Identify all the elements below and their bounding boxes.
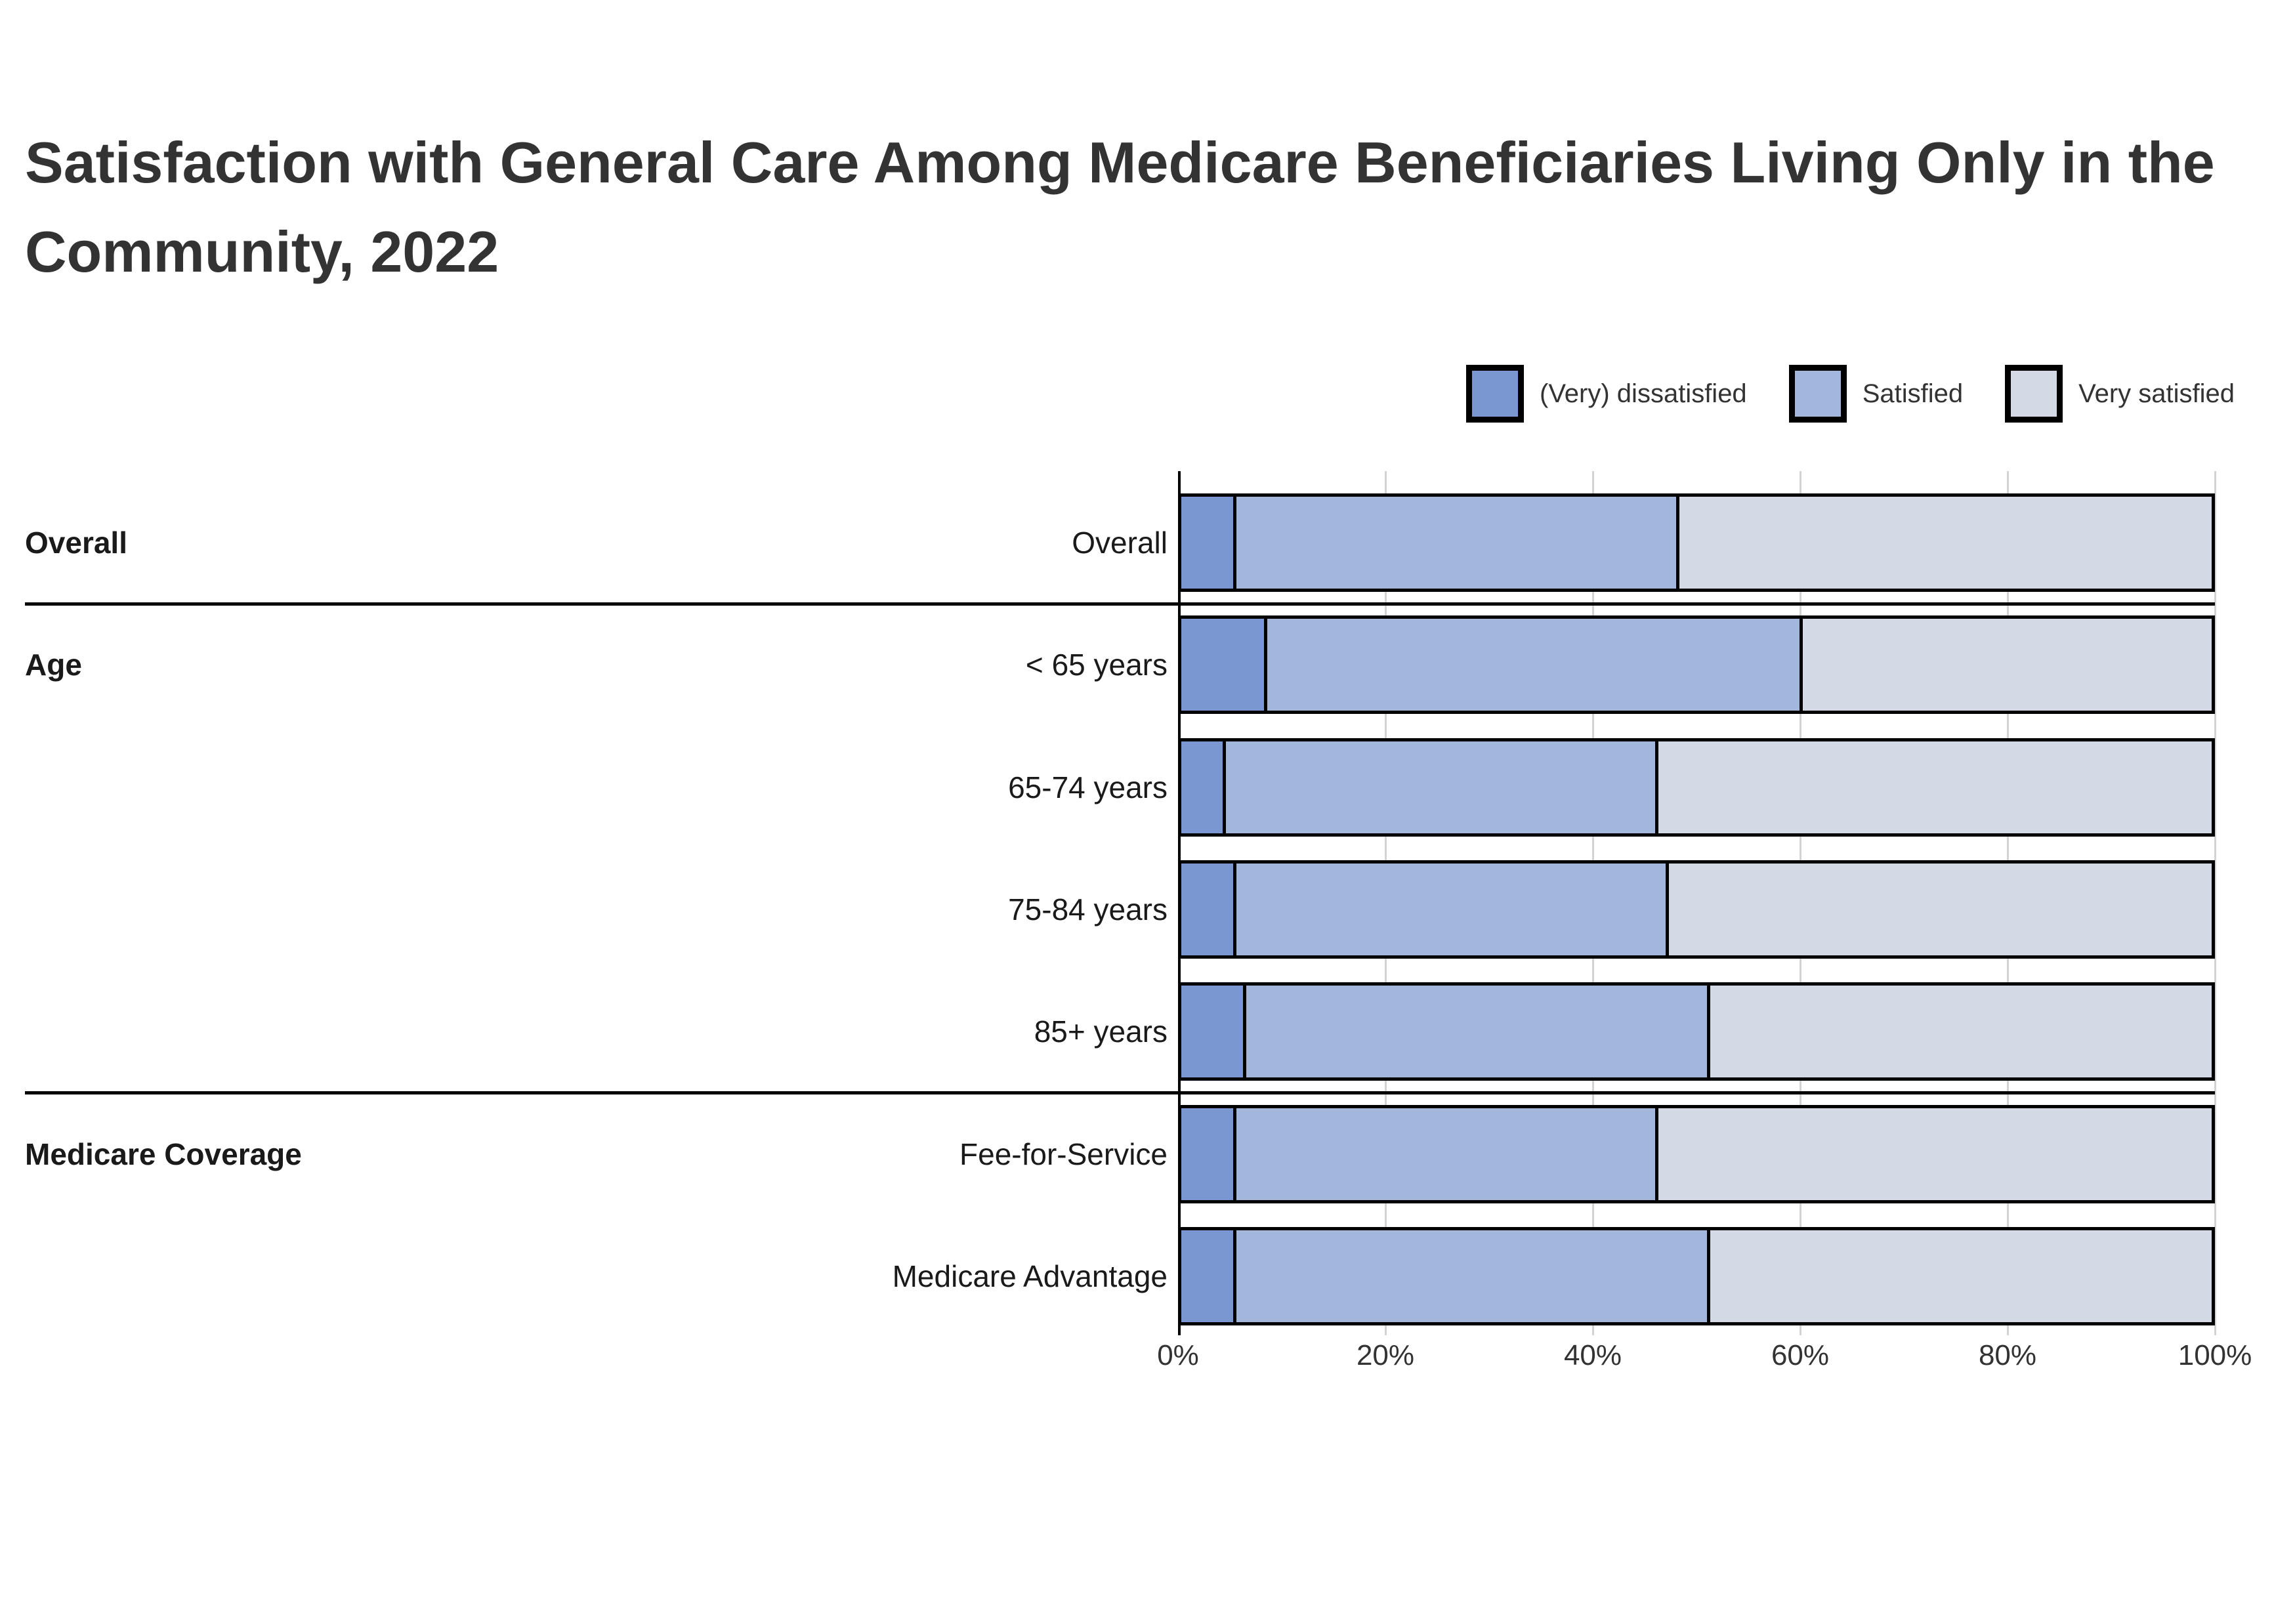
row-label-medicare-advantage: Medicare Advantage bbox=[892, 1259, 1168, 1293]
bar-segment-very-satisfied bbox=[1706, 1230, 2212, 1322]
legend-label-dissatisfied: (Very) dissatisfied bbox=[1540, 379, 1747, 408]
legend-item-satisfied: Satisfied bbox=[1788, 365, 1964, 423]
bar-segment-satisfied bbox=[1232, 497, 1676, 589]
bar-segment-very-dissatisfied bbox=[1181, 986, 1244, 1078]
x-tick-label-60pct: 60% bbox=[1771, 1339, 1830, 1371]
bar-row-85-years: 85+ years bbox=[25, 982, 2215, 1081]
row-label-65-74-years: 65-74 years bbox=[1008, 770, 1168, 804]
bar-segment-satisfied bbox=[1232, 863, 1666, 955]
bar-segment-very-dissatisfied bbox=[1181, 863, 1233, 955]
group-label-medicare-coverage: Medicare Coverage bbox=[25, 1136, 302, 1171]
bar-row-overall: Overall Overall bbox=[25, 493, 2215, 592]
bar-segment-satisfied bbox=[1243, 986, 1707, 1078]
bar-row-medicare-advantage: Medicare Advantage bbox=[25, 1226, 2215, 1325]
legend-swatch-satisfied bbox=[1788, 365, 1847, 423]
bar-segment-very-dissatisfied bbox=[1181, 497, 1233, 589]
legend-item-dissatisfied: (Very) dissatisfied bbox=[1466, 365, 1747, 423]
row-label-75-84-years: 75-84 years bbox=[1008, 892, 1168, 927]
x-tick-label-100pct: 100% bbox=[2178, 1339, 2252, 1371]
x-tick-label-80pct: 80% bbox=[1978, 1339, 2037, 1371]
stacked-bar-chart: Overall Overall Age < 65 years 65-74 years 75… bbox=[25, 471, 2252, 1371]
group-label-overall: Overall bbox=[25, 526, 127, 560]
bar-segment-very-satisfied bbox=[1655, 1108, 2212, 1200]
legend: (Very) dissatisfied Satisfied Very satis… bbox=[1466, 365, 2235, 423]
bar-segment-very-satisfied bbox=[1675, 497, 2212, 589]
legend-swatch-very-satisfied bbox=[2005, 365, 2063, 423]
group-separator bbox=[25, 1091, 2215, 1094]
bar-overall bbox=[1178, 493, 2215, 592]
x-tick-label-20pct: 20% bbox=[1356, 1339, 1415, 1371]
legend-item-very-satisfied: Very satisfied bbox=[2005, 365, 2235, 423]
bar-segment-satisfied bbox=[1232, 1230, 1707, 1322]
bar-65-74-years bbox=[1178, 738, 2215, 837]
bar-segment-satisfied bbox=[1263, 619, 1800, 711]
row-label-65-years: < 65 years bbox=[1025, 648, 1168, 682]
bar-row-fee-for-service: Medicare Coverage Fee-for-Service bbox=[25, 1104, 2215, 1203]
row-label-overall: Overall bbox=[1072, 526, 1168, 560]
bar-row-65-74-years: 65-74 years bbox=[25, 738, 2215, 837]
group-label-age: Age bbox=[25, 648, 82, 682]
legend-swatch-dissatisfied bbox=[1466, 365, 1525, 423]
bar-segment-satisfied bbox=[1232, 1108, 1656, 1200]
row-label-85-years: 85+ years bbox=[1034, 1014, 1168, 1049]
bar-segment-very-dissatisfied bbox=[1181, 619, 1264, 711]
bar-segment-satisfied bbox=[1222, 741, 1656, 833]
bar-65-years bbox=[1178, 615, 2215, 715]
bar-segment-very-satisfied bbox=[1799, 619, 2212, 711]
bar-85-years bbox=[1178, 982, 2215, 1081]
x-tick-label-40pct: 40% bbox=[1563, 1339, 1622, 1371]
bar-segment-very-dissatisfied bbox=[1181, 1108, 1233, 1200]
bar-row-65-years: Age < 65 years bbox=[25, 615, 2215, 715]
group-separator bbox=[25, 602, 2215, 606]
bar-medicare-advantage bbox=[1178, 1226, 2215, 1325]
x-tick-label-0pct: 0% bbox=[1157, 1339, 1199, 1371]
gridline-100pct bbox=[2214, 471, 2216, 1335]
bar-segment-very-dissatisfied bbox=[1181, 741, 1223, 833]
chart-title: Satisfaction with General Care Among Med… bbox=[25, 130, 2215, 285]
row-label-fee-for-service: Fee-for-Service bbox=[959, 1136, 1168, 1171]
bar-segment-very-satisfied bbox=[1706, 986, 2212, 1078]
bar-segment-very-dissatisfied bbox=[1181, 1230, 1233, 1322]
bar-75-84-years bbox=[1178, 860, 2215, 959]
bar-segment-very-satisfied bbox=[1655, 741, 2212, 833]
legend-label-very-satisfied: Very satisfied bbox=[2078, 379, 2235, 408]
legend-label-satisfied: Satisfied bbox=[1862, 379, 1964, 408]
bar-row-75-84-years: 75-84 years bbox=[25, 860, 2215, 959]
bar-segment-very-satisfied bbox=[1665, 863, 2212, 955]
bar-fee-for-service bbox=[1178, 1104, 2215, 1203]
